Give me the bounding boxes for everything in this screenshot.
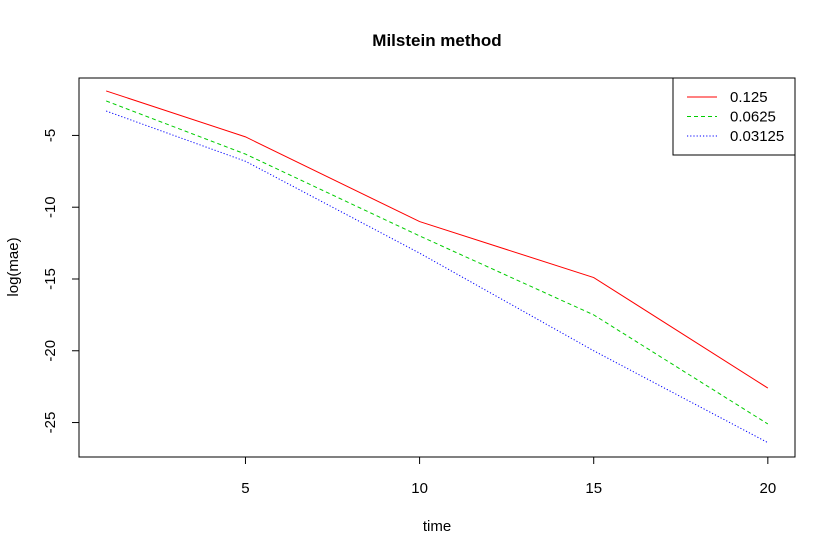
series-line-2 [105,110,769,444]
series-line-0 [106,90,769,389]
legend-label-1: 0.0625 [730,109,776,126]
x-tick-label: 15 [585,480,602,497]
x-tick-label: 5 [241,480,249,497]
legend-label-2: 0.03125 [730,128,784,145]
y-axis: -5 -10 -15 -20 -25 [42,129,79,434]
legend-label-0: 0.125 [730,89,768,106]
x-axis: 5 10 15 20 [241,457,776,497]
y-tick-label: -25 [42,412,59,434]
plot-area-border [78,77,796,458]
legend-box [672,77,796,156]
y-tick-label: -5 [42,129,59,142]
y-axis-label: log(mae) [5,237,22,296]
x-axis-label: time [423,518,451,535]
y-tick-label: -10 [42,196,59,218]
chart-title: Milstein method [372,31,501,50]
series-lines [105,90,769,444]
x-tick-label: 20 [759,480,776,497]
y-tick-label: -20 [42,340,59,362]
legend: 0.125 0.0625 0.03125 [672,77,796,156]
y-tick-label: -15 [42,268,59,290]
x-tick-label: 10 [411,480,428,497]
series-line-1 [105,100,769,425]
